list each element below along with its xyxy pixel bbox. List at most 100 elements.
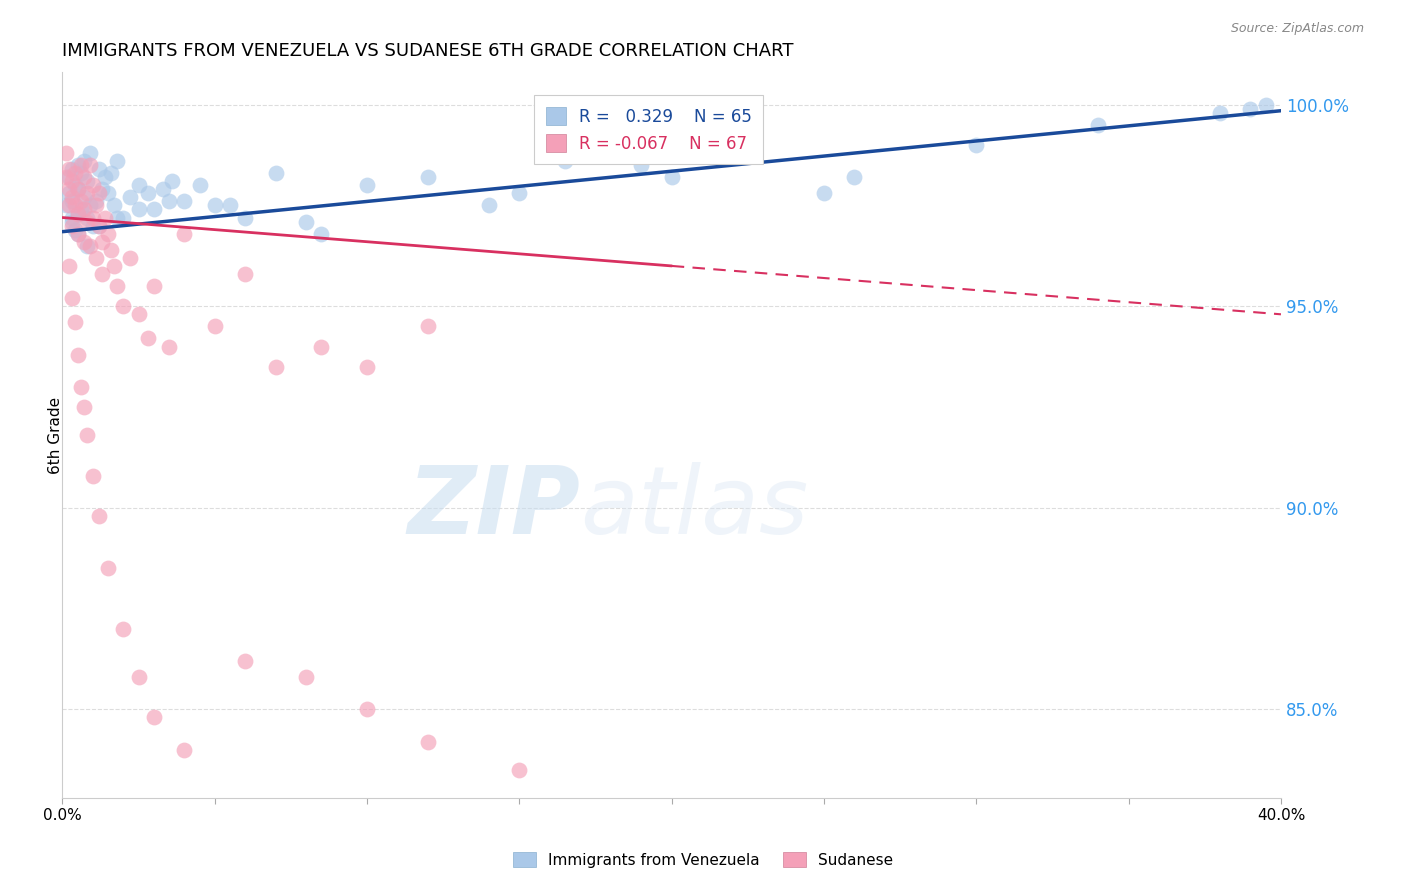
Point — [55, 198, 77, 212]
Text: IMMIGRANTS FROM VENEZUELA VS SUDANESE 6TH GRADE CORRELATION CHART: IMMIGRANTS FROM VENEZUELA VS SUDANESE 6T… — [62, 42, 794, 60]
Point — [478, 198, 501, 212]
Y-axis label: 6th Grade: 6th Grade — [48, 397, 63, 474]
Point — [157, 340, 180, 354]
Point — [311, 227, 333, 241]
Point — [233, 211, 256, 225]
Point — [84, 251, 107, 265]
Point — [103, 198, 125, 212]
Point — [58, 170, 80, 185]
Point — [60, 291, 83, 305]
Point — [58, 259, 80, 273]
Point — [73, 190, 96, 204]
Point — [661, 170, 683, 185]
Point — [105, 154, 128, 169]
Point — [128, 307, 150, 321]
Point — [69, 202, 91, 217]
Point — [295, 670, 318, 684]
Point — [66, 182, 89, 196]
Point — [63, 222, 86, 236]
Point — [76, 211, 98, 225]
Point — [264, 166, 287, 180]
Point — [87, 508, 110, 523]
Point — [152, 182, 174, 196]
Point — [128, 178, 150, 193]
Point — [160, 174, 183, 188]
Point — [60, 162, 83, 177]
Point — [79, 239, 101, 253]
Point — [965, 138, 987, 153]
Point — [264, 359, 287, 374]
Point — [76, 186, 98, 201]
Point — [73, 154, 96, 169]
Point — [1239, 102, 1261, 116]
Point — [94, 211, 117, 225]
Point — [91, 182, 114, 196]
Point — [76, 239, 98, 253]
Point — [69, 380, 91, 394]
Point — [82, 178, 104, 193]
Point — [1087, 118, 1109, 132]
Point — [84, 194, 107, 209]
Legend: R =   0.329    N = 65, R = -0.067    N = 67: R = 0.329 N = 65, R = -0.067 N = 67 — [534, 95, 763, 164]
Point — [173, 227, 195, 241]
Point — [416, 170, 439, 185]
Point — [58, 162, 80, 177]
Point — [844, 170, 866, 185]
Point — [55, 170, 77, 185]
Point — [136, 331, 159, 345]
Point — [630, 158, 652, 172]
Text: Source: ZipAtlas.com: Source: ZipAtlas.com — [1230, 22, 1364, 36]
Text: atlas: atlas — [581, 462, 808, 553]
Point — [58, 186, 80, 201]
Point — [76, 174, 98, 188]
Point — [219, 198, 242, 212]
Point — [508, 763, 530, 777]
Point — [60, 219, 83, 233]
Point — [73, 235, 96, 249]
Point — [63, 166, 86, 180]
Point — [416, 734, 439, 748]
Point — [66, 206, 89, 220]
Point — [69, 194, 91, 209]
Point — [142, 710, 165, 724]
Point — [97, 186, 120, 201]
Point — [128, 202, 150, 217]
Point — [721, 146, 744, 161]
Point — [63, 315, 86, 329]
Point — [69, 158, 91, 172]
Point — [188, 178, 211, 193]
Point — [87, 162, 110, 177]
Point — [66, 227, 89, 241]
Point — [233, 267, 256, 281]
Point — [87, 219, 110, 233]
Point — [79, 158, 101, 172]
Text: ZIP: ZIP — [408, 462, 581, 554]
Point — [91, 267, 114, 281]
Point — [142, 279, 165, 293]
Point — [813, 186, 835, 201]
Point — [55, 146, 77, 161]
Point — [356, 359, 378, 374]
Point — [128, 670, 150, 684]
Point — [295, 214, 318, 228]
Point — [103, 259, 125, 273]
Point — [63, 178, 86, 193]
Point — [73, 170, 96, 185]
Point — [112, 299, 135, 313]
Point — [66, 348, 89, 362]
Point — [82, 219, 104, 233]
Point — [91, 235, 114, 249]
Point — [60, 214, 83, 228]
Point — [87, 219, 110, 233]
Point — [94, 170, 117, 185]
Point — [60, 174, 83, 188]
Point — [66, 206, 89, 220]
Point — [136, 186, 159, 201]
Point — [82, 211, 104, 225]
Point — [76, 214, 98, 228]
Point — [508, 186, 530, 201]
Point — [58, 198, 80, 212]
Point — [105, 211, 128, 225]
Point — [105, 279, 128, 293]
Point — [157, 194, 180, 209]
